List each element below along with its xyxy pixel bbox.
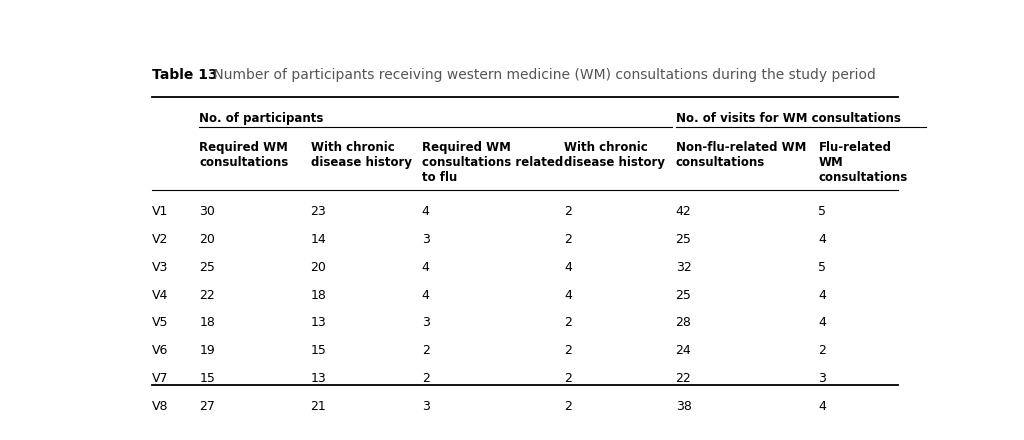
- Text: 15: 15: [310, 344, 327, 357]
- Text: Required WM
consultations related
to flu: Required WM consultations related to flu: [422, 141, 563, 184]
- Text: V1: V1: [152, 205, 168, 218]
- Text: With chronic
disease history: With chronic disease history: [564, 141, 666, 169]
- Text: 14: 14: [310, 233, 327, 246]
- Text: 2: 2: [564, 316, 572, 330]
- Text: 5: 5: [818, 261, 826, 274]
- Text: 13: 13: [310, 316, 327, 330]
- Text: 2: 2: [422, 344, 429, 357]
- Text: 2: 2: [564, 344, 572, 357]
- Text: 25: 25: [676, 289, 691, 301]
- Text: 23: 23: [310, 205, 327, 218]
- Text: 25: 25: [200, 261, 215, 274]
- Text: V2: V2: [152, 233, 168, 246]
- Text: 18: 18: [200, 316, 215, 330]
- Text: 3: 3: [818, 372, 826, 385]
- Text: 18: 18: [310, 289, 327, 301]
- Text: No. of participants: No. of participants: [200, 112, 324, 125]
- Text: With chronic
disease history: With chronic disease history: [310, 141, 412, 169]
- Text: V6: V6: [152, 344, 168, 357]
- Text: 4: 4: [422, 205, 429, 218]
- Text: 27: 27: [200, 400, 215, 413]
- Text: 42: 42: [676, 205, 691, 218]
- Text: 4: 4: [818, 400, 826, 413]
- Text: 28: 28: [676, 316, 691, 330]
- Text: 4: 4: [818, 289, 826, 301]
- Text: 4: 4: [564, 261, 572, 274]
- Text: Number of participants receiving western medicine (WM) consultations during the : Number of participants receiving western…: [209, 68, 876, 82]
- Text: 20: 20: [200, 233, 215, 246]
- Text: 22: 22: [676, 372, 691, 385]
- Text: Required WM
consultations: Required WM consultations: [200, 141, 289, 169]
- Text: Non-flu-related WM
consultations: Non-flu-related WM consultations: [676, 141, 806, 169]
- Text: 24: 24: [676, 344, 691, 357]
- Text: 30: 30: [200, 205, 215, 218]
- Text: 25: 25: [676, 233, 691, 246]
- Text: No. of visits for WM consultations: No. of visits for WM consultations: [676, 112, 900, 125]
- Text: V4: V4: [152, 289, 168, 301]
- Text: 2: 2: [564, 205, 572, 218]
- Text: 3: 3: [422, 316, 429, 330]
- Text: V7: V7: [152, 372, 168, 385]
- Text: 4: 4: [818, 233, 826, 246]
- Text: 13: 13: [310, 372, 327, 385]
- Text: Flu-related
WM
consultations: Flu-related WM consultations: [818, 141, 907, 184]
- Text: V5: V5: [152, 316, 168, 330]
- Text: 32: 32: [676, 261, 691, 274]
- Text: 4: 4: [422, 261, 429, 274]
- Text: 2: 2: [422, 372, 429, 385]
- Text: 20: 20: [310, 261, 327, 274]
- Text: 15: 15: [200, 372, 215, 385]
- Text: V8: V8: [152, 400, 168, 413]
- Text: 4: 4: [564, 289, 572, 301]
- Text: 2: 2: [564, 233, 572, 246]
- Text: 38: 38: [676, 400, 691, 413]
- Text: 2: 2: [564, 372, 572, 385]
- Text: 2: 2: [818, 344, 826, 357]
- Text: 3: 3: [422, 400, 429, 413]
- Text: Table 13: Table 13: [152, 68, 217, 82]
- Text: 19: 19: [200, 344, 215, 357]
- Text: 4: 4: [818, 316, 826, 330]
- Text: V3: V3: [152, 261, 168, 274]
- Text: 4: 4: [422, 289, 429, 301]
- Text: 3: 3: [422, 233, 429, 246]
- Text: 5: 5: [818, 205, 826, 218]
- Text: 22: 22: [200, 289, 215, 301]
- Text: 21: 21: [310, 400, 327, 413]
- Text: 2: 2: [564, 400, 572, 413]
